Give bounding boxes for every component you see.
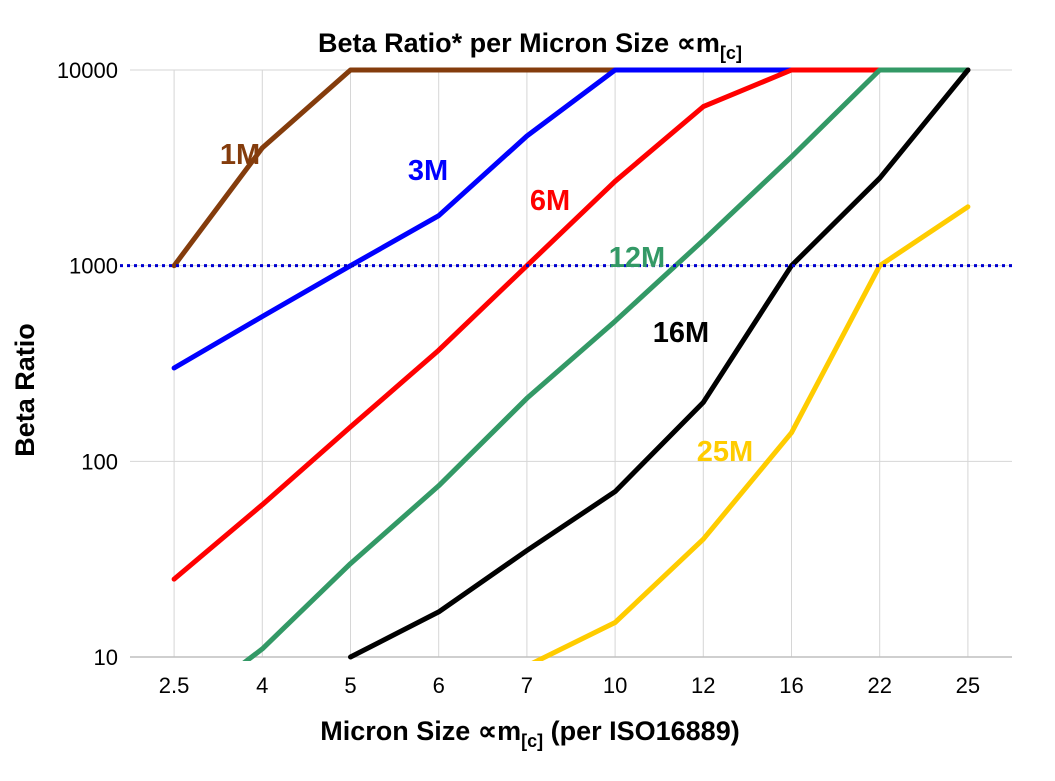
- gridlines: [130, 69, 1012, 658]
- x-tick-25: 25: [956, 673, 980, 698]
- chart-title: Beta Ratio* per Micron Size ∝m[c]: [318, 28, 742, 63]
- series-label-16M: 16M: [653, 317, 709, 349]
- x-tick-22: 22: [867, 673, 891, 698]
- y-axis-title: Beta Ratio: [10, 323, 40, 457]
- x-tick-16: 16: [779, 673, 803, 698]
- series-lines: [171, 67, 971, 661]
- series-line-16M: [348, 67, 971, 660]
- x-axis-title: Micron Size ∝m[c] (per ISO16889): [320, 716, 739, 751]
- y-tick-100: 100: [81, 449, 118, 474]
- series-line-25M: [531, 204, 971, 661]
- series-label-3M: 3M: [408, 155, 448, 187]
- x-tick-7: 7: [521, 673, 533, 698]
- y-tick-10: 10: [94, 645, 118, 670]
- x-tick-6: 6: [433, 673, 445, 698]
- series-label-6M: 6M: [530, 185, 570, 217]
- x-tick-12: 12: [691, 673, 715, 698]
- series-labels: 1M 3M 6M 12M 16M 25M: [220, 139, 753, 468]
- tick-labels: 2.5 4 5 6 7 10 12 16 22 25 10000 1000 100 10: [57, 58, 980, 698]
- x-tick-4: 4: [256, 673, 268, 698]
- series-line-6M: [171, 67, 971, 582]
- series-label-12M: 12M: [609, 242, 665, 274]
- x-tick-2.5: 2.5: [159, 673, 190, 698]
- series-label-1M: 1M: [220, 139, 260, 171]
- x-tick-5: 5: [344, 673, 356, 698]
- x-tick-10: 10: [603, 673, 627, 698]
- series-label-25M: 25M: [697, 436, 753, 468]
- y-tick-1000: 1000: [69, 254, 118, 279]
- series-line-12M: [242, 67, 971, 661]
- y-tick-10000: 10000: [57, 58, 118, 83]
